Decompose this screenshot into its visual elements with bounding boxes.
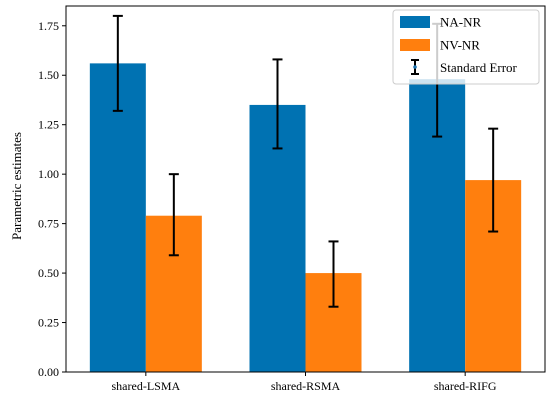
legend-swatch-nv-nr — [400, 39, 430, 51]
y-axis: 0.00 0.25 0.50 0.75 1.00 1.25 1.50 1.75 — [38, 19, 66, 379]
error-bar-nv-nr-shared-rsma — [328, 240, 339, 308]
x-tick-label-shared-rsma: shared-RSMA — [271, 379, 341, 393]
bars-group — [89, 63, 522, 373]
bar-na-nr-shared-lsma — [89, 63, 146, 372]
legend-label-na-nr: NA-NR — [440, 15, 481, 30]
y-tick-label-0-75: 0.75 — [38, 217, 59, 231]
error-bar-nv-nr-shared-lsma — [168, 173, 179, 257]
x-tick-label-shared-lsma: shared-LSMA — [112, 379, 181, 393]
x-axis: shared-LSMA shared-RSMA shared-RIFG — [112, 372, 497, 393]
y-tick-label-0-25: 0.25 — [38, 316, 59, 330]
legend-errorbar-marker — [413, 65, 417, 69]
legend-box — [392, 9, 540, 85]
y-axis-label: Parametric estimates — [9, 132, 24, 240]
error-bar-na-nr-shared-lsma — [112, 14, 123, 112]
y-tick-label-1-75: 1.75 — [38, 19, 59, 33]
legend-swatch-na-nr — [400, 16, 430, 28]
error-bar-nv-nr-shared-rifg — [488, 127, 499, 233]
legend-label-standard-error: Standard Error — [440, 60, 518, 75]
y-tick-label-1-25: 1.25 — [38, 118, 59, 132]
legend-label-nv-nr: NV-NR — [440, 38, 480, 53]
legend: NA-NR NV-NR Standard Error — [392, 9, 540, 85]
y-tick-label-0-50: 0.50 — [38, 266, 59, 280]
y-tick-label-0-00: 0.00 — [38, 365, 59, 379]
plot-frame — [65, 5, 546, 373]
x-tick-label-shared-rifg: shared-RIFG — [434, 379, 497, 393]
y-tick-label-1-50: 1.50 — [38, 68, 59, 82]
y-tick-label-1-00: 1.00 — [38, 167, 59, 181]
error-bar-na-nr-shared-rsma — [272, 58, 283, 150]
